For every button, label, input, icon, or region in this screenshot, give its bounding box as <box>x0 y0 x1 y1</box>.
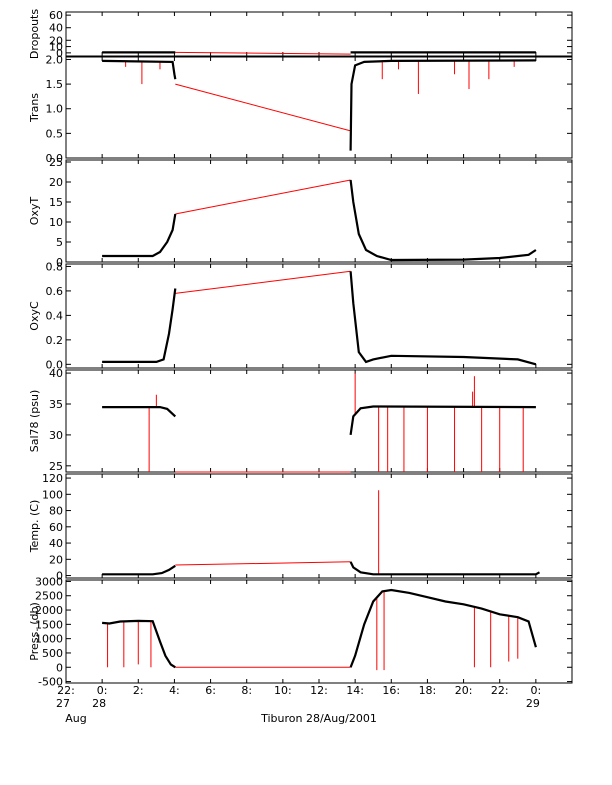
y-tick-label: 120 <box>42 472 63 485</box>
y-tick-label: 25 <box>49 460 63 473</box>
panel-4: 25 30 35 40 Sal78 (psu) <box>28 367 573 473</box>
x-tick-label: 0: <box>97 684 108 697</box>
y-axis-label: Temp. (C) <box>28 500 41 554</box>
y-tick-label: 2.0 <box>46 53 64 66</box>
x-tick-label: 18: <box>419 684 437 697</box>
y-tick-label: 20 <box>49 34 63 47</box>
x-tick-label: 10: <box>274 684 292 697</box>
x-tick-label: 22: <box>57 684 75 697</box>
y-tick-label: 0.0 <box>46 152 64 165</box>
y-tick-label: 500 <box>42 647 63 660</box>
panel-2: 0 5 10 15 20 25 OxyT <box>28 156 573 269</box>
panel-frame <box>65 263 573 369</box>
y-tick-label: 10 <box>49 41 63 54</box>
gap-line <box>175 51 351 55</box>
series-line-after-gap <box>349 59 536 151</box>
y-tick-label: 60 <box>49 521 63 534</box>
y-tick-label: 30 <box>49 429 63 442</box>
y-tick-label: 25 <box>49 156 63 169</box>
y-tick-label: 0.4 <box>46 309 64 322</box>
series-line-before-gap <box>102 59 177 80</box>
gap-line <box>175 270 351 294</box>
y-tick-label: 80 <box>49 505 63 518</box>
y-tick-label: 100 <box>42 488 63 501</box>
y-tick-label: 60 <box>49 9 63 22</box>
y-tick-label: 1.0 <box>46 103 64 116</box>
y-tick-label: 0.0 <box>46 358 64 371</box>
y-tick-label: 10 <box>49 216 63 229</box>
x-tick-label: 16: <box>382 684 400 697</box>
y-tick-label: 40 <box>49 367 63 380</box>
x-tick-month-label: Aug <box>65 712 86 725</box>
y-axis-label: Trans <box>28 93 41 123</box>
series-line-after-gap <box>349 588 537 668</box>
panels-layer: 010204060Dropouts0.00.51.01.52.0Trans051… <box>28 9 573 689</box>
y-tick-label: 2500 <box>35 590 63 603</box>
y-tick-label: 0 <box>56 661 63 674</box>
y-tick-label: 0 <box>56 47 63 60</box>
y-tick-label: 0.2 <box>46 334 64 347</box>
series-line-before-gap <box>102 406 177 418</box>
y-tick-label: 0.5 <box>46 127 64 140</box>
panel-3: 0.0 0.2 0.4 0.6 0.8 OxyC <box>28 260 573 371</box>
gap-line <box>175 179 351 215</box>
y-tick-label: 0.6 <box>46 285 64 298</box>
x-tick-label: 2: <box>133 684 144 697</box>
y-axis-label: Dropouts <box>28 9 41 59</box>
y-tick-label: -500 <box>38 676 63 689</box>
y-tick-label: 0.8 <box>46 260 64 273</box>
y-axis-label: Sal78 (psu) <box>28 390 41 453</box>
panel-1: 0.0 0.5 1.0 1.5 2.0 Trans <box>28 53 573 165</box>
gap-line <box>175 83 351 132</box>
series-line-after-gap <box>349 271 537 366</box>
y-tick-label: 0 <box>56 570 63 583</box>
x-tick-label: 14: <box>346 684 364 697</box>
x-tick-sublabel: 28 <box>92 697 106 710</box>
gap-line <box>175 561 351 566</box>
x-tick-label: 4: <box>169 684 180 697</box>
x-tick-label: 12: <box>310 684 328 697</box>
x-tick-label: 8: <box>241 684 252 697</box>
series-line-before-gap <box>102 288 177 363</box>
x-tick-sublabel: 29 <box>526 697 540 710</box>
y-axis-label: Press. (db) <box>28 602 41 661</box>
series-line-after-gap <box>349 405 536 436</box>
x-axis-label: Tiburon 28/Aug/2001 <box>260 712 377 725</box>
y-tick-label: 40 <box>49 537 63 550</box>
x-tick-label: 0: <box>530 684 541 697</box>
y-tick-label: 1000 <box>35 633 63 646</box>
panel-frame <box>65 11 573 57</box>
series-line-after-gap <box>349 179 537 262</box>
y-axis-label: OxyC <box>28 301 41 331</box>
series-line-before-gap <box>102 213 177 258</box>
y-tick-label: 20 <box>49 176 63 189</box>
y-tick-label: 1500 <box>35 618 63 631</box>
y-tick-label: 0 <box>56 256 63 269</box>
x-tick-label: 6: <box>205 684 216 697</box>
y-tick-label: 35 <box>49 398 63 411</box>
series-line-before-gap <box>102 619 176 669</box>
y-tick-label: 2000 <box>35 604 63 617</box>
x-tick-sublabel: 27 <box>56 697 70 710</box>
y-tick-label: 20 <box>49 553 63 566</box>
y-tick-label: 3000 <box>35 575 63 588</box>
y-tick-label: 40 <box>49 22 63 35</box>
y-tick-label: 5 <box>56 236 63 249</box>
panel-frame <box>65 159 573 263</box>
y-tick-label: 15 <box>49 196 63 209</box>
x-tick-label: 22: <box>491 684 509 697</box>
series-line-after-gap <box>349 561 541 576</box>
series-line-before-gap <box>102 564 176 576</box>
panel-5: 0 20 40 60 80 100 120 Temp. (C) <box>28 472 573 583</box>
x-tick-label: 20: <box>455 684 473 697</box>
panel-frame <box>65 369 573 473</box>
y-axis-label: OxyT <box>28 197 41 226</box>
y-tick-label: 1.5 <box>46 78 64 91</box>
